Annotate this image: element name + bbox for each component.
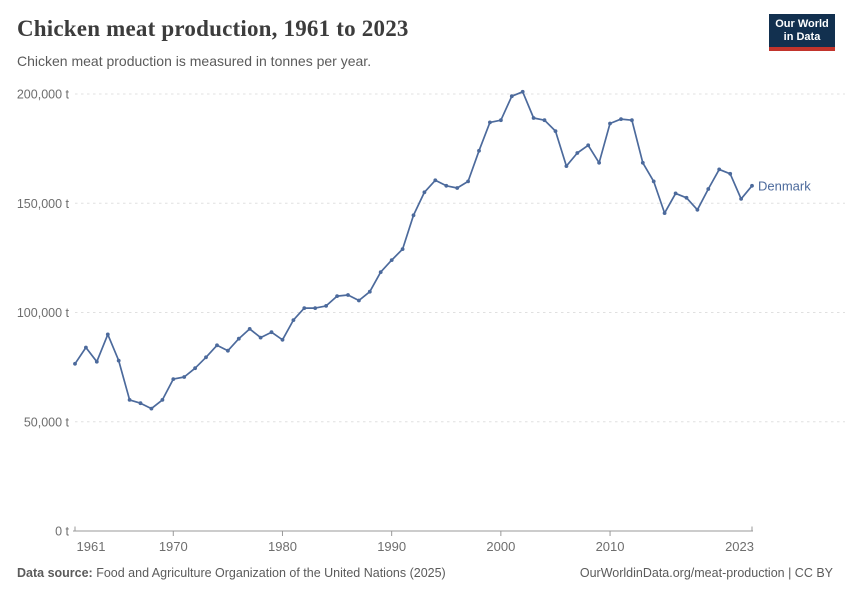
credit-link[interactable]: OurWorldinData.org/meat-production | CC … [579,566,833,580]
y-axis-tick-label: 200,000 t [17,88,70,102]
data-point[interactable] [531,116,536,120]
data-point[interactable] [335,294,339,298]
data-point[interactable] [444,183,449,188]
data-point[interactable] [215,343,219,348]
data-point[interactable] [586,143,591,148]
x-axis-tick-label: 1980 [268,539,297,554]
x-axis-tick-label: 1970 [159,539,188,554]
data-point[interactable] [499,118,503,123]
data-point[interactable] [160,398,165,402]
data-point[interactable] [357,298,361,303]
data-point[interactable] [575,151,580,155]
data-point[interactable] [236,336,241,341]
data-point[interactable] [564,164,569,169]
x-axis-tick-label: 1961 [77,539,106,554]
data-point[interactable] [651,179,656,184]
data-point[interactable] [171,377,176,381]
data-point[interactable] [433,178,438,183]
data-point[interactable] [619,117,623,121]
data-point[interactable] [422,190,427,195]
data-point[interactable] [673,191,678,196]
owid-logo[interactable]: Our World in Data [769,14,835,51]
data-point[interactable] [389,258,394,262]
data-point[interactable] [313,306,318,310]
x-axis-tick-label: 2000 [486,539,515,554]
data-point[interactable] [138,401,143,406]
x-axis-tick-label: 2023 [725,539,754,554]
owid-logo-line2: in Data [783,31,821,43]
data-point[interactable] [488,120,492,125]
data-source-label: Data source: [17,566,93,580]
data-point[interactable] [509,94,514,99]
data-point[interactable] [105,332,110,337]
data-point[interactable] [695,207,700,212]
x-axis-tick-label: 1990 [377,539,406,554]
data-point[interactable] [149,406,154,411]
data-point[interactable] [291,318,296,322]
series-line-denmark[interactable] [74,90,753,410]
data-point[interactable] [324,304,328,308]
data-point[interactable] [466,179,470,184]
data-point[interactable] [597,160,601,165]
data-point[interactable] [728,171,733,176]
data-point[interactable] [367,289,372,294]
y-axis-tick-label: 100,000 t [17,306,70,320]
chart-subtitle: Chicken meat production is measured in t… [17,53,372,69]
page-title: Chicken meat production, 1961 to 2023 [17,16,409,41]
data-point[interactable] [400,247,405,252]
owid-logo-red-bar [769,47,835,51]
data-source: Data source: Food and Agriculture Organi… [17,566,446,580]
data-point[interactable] [662,211,667,216]
data-point[interactable] [739,197,743,201]
data-point[interactable] [258,335,263,340]
data-point[interactable] [280,337,285,342]
data-point[interactable] [193,366,198,371]
y-axis-tick-label: 0 t [55,525,69,539]
owid-logo-line1: Our World [775,18,829,30]
data-point[interactable] [378,270,383,274]
y-axis-tick-label: 50,000 t [24,415,70,429]
series-label-denmark[interactable]: Denmark [758,178,811,193]
data-point[interactable] [84,345,88,350]
data-point[interactable] [204,355,208,360]
y-axis-tick-label: 150,000 t [17,197,70,211]
data-point[interactable] [247,327,252,331]
owid-logo-box: Our World in Data [769,14,835,47]
data-source-text: Food and Agriculture Organization of the… [92,566,446,580]
data-point[interactable] [127,398,132,402]
data-point[interactable] [640,160,645,165]
data-point[interactable] [182,375,187,379]
data-point[interactable] [750,183,754,188]
data-point[interactable] [269,330,274,335]
data-point[interactable] [684,195,689,200]
data-point[interactable] [346,293,350,297]
data-point[interactable] [226,348,230,353]
data-point[interactable] [455,186,460,190]
data-point[interactable] [630,118,634,123]
x-axis-tick-label: 2010 [596,539,625,554]
data-point[interactable] [706,187,711,191]
data-point[interactable] [520,89,525,94]
data-point[interactable] [553,129,558,134]
data-point[interactable] [94,359,99,364]
data-point[interactable] [73,361,77,366]
data-point[interactable] [302,306,307,310]
data-point[interactable] [477,148,481,153]
data-point[interactable] [608,121,612,126]
data-point[interactable] [116,358,121,363]
data-point[interactable] [411,213,416,218]
data-point[interactable] [542,118,547,123]
data-point[interactable] [717,167,722,172]
